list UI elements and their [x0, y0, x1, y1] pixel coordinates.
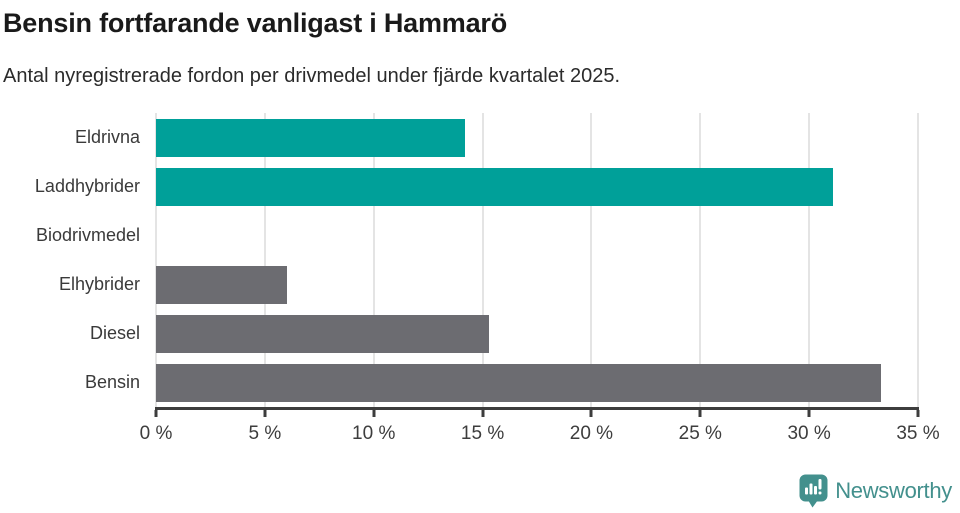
chart-page: Bensin fortfarande vanligast i Hammarö A…	[0, 8, 960, 513]
gridline	[263, 113, 266, 408]
gridline	[372, 113, 375, 408]
bar-diesel	[156, 314, 490, 353]
gridline	[917, 113, 919, 408]
newsworthy-logo-icon	[799, 474, 828, 508]
category-label: Eldrivna	[74, 127, 140, 148]
plot-area: Eldrivna Laddhybrider Biodrivmedel Elhybrid…	[35, 113, 919, 408]
x-tick-mark	[372, 410, 376, 418]
bar-chart: Eldrivna Laddhybrider Biodrivmedel Elhybrid…	[0, 113, 960, 452]
category-label: Diesel	[89, 323, 140, 344]
x-tick-mark	[589, 410, 593, 418]
gridline	[699, 113, 702, 408]
x-tick-mark	[481, 410, 485, 418]
x-tick-label: 10 %	[352, 423, 396, 445]
gridline	[590, 113, 593, 408]
category-label: Bensin	[84, 372, 140, 393]
x-tick-label: 0 %	[139, 423, 173, 445]
gridline	[808, 113, 811, 408]
bar-laddhybrider	[156, 167, 834, 206]
bar-row	[156, 162, 918, 211]
bar-bensin	[156, 363, 881, 402]
x-tick-label: 20 %	[569, 423, 614, 445]
bar-row	[156, 113, 918, 162]
x-tick-mark	[807, 410, 811, 418]
category-label: Biodrivmedel	[35, 225, 140, 246]
bar-row	[156, 260, 918, 309]
x-axis-line	[155, 407, 919, 411]
x-tick-label: 25 %	[678, 423, 722, 445]
chart-title: Bensin fortfarande vanligast i Hammarö	[3, 8, 508, 38]
bar-row	[156, 358, 918, 407]
category-label: Laddhybrider	[34, 176, 140, 197]
brand-footer: Newsworthy	[799, 474, 952, 508]
x-axis-ticks: 0 % 5 % 10 % 15 % 20 % 25 % 30 % 35 %	[140, 410, 940, 452]
x-tick-mark	[916, 410, 920, 418]
x-tick-label: 15 %	[460, 423, 505, 445]
gridline	[155, 113, 157, 408]
x-tick-mark	[154, 410, 158, 418]
gridline	[481, 113, 484, 408]
bar-eldrivna	[156, 118, 466, 157]
x-tick-label: 30 %	[787, 423, 831, 445]
x-tick-mark	[698, 410, 702, 418]
bar-row	[156, 309, 918, 358]
x-tick-mark	[263, 410, 267, 418]
bar-elhybrider	[156, 265, 287, 304]
x-tick-label: 35 %	[896, 423, 940, 445]
category-label: Elhybrider	[58, 274, 140, 295]
x-tick-label: 5 %	[248, 423, 282, 445]
chart-subtitle: Antal nyregistrerade fordon per drivmede…	[3, 65, 621, 88]
brand-name: Newsworthy	[835, 478, 952, 503]
bar-row	[156, 211, 918, 260]
